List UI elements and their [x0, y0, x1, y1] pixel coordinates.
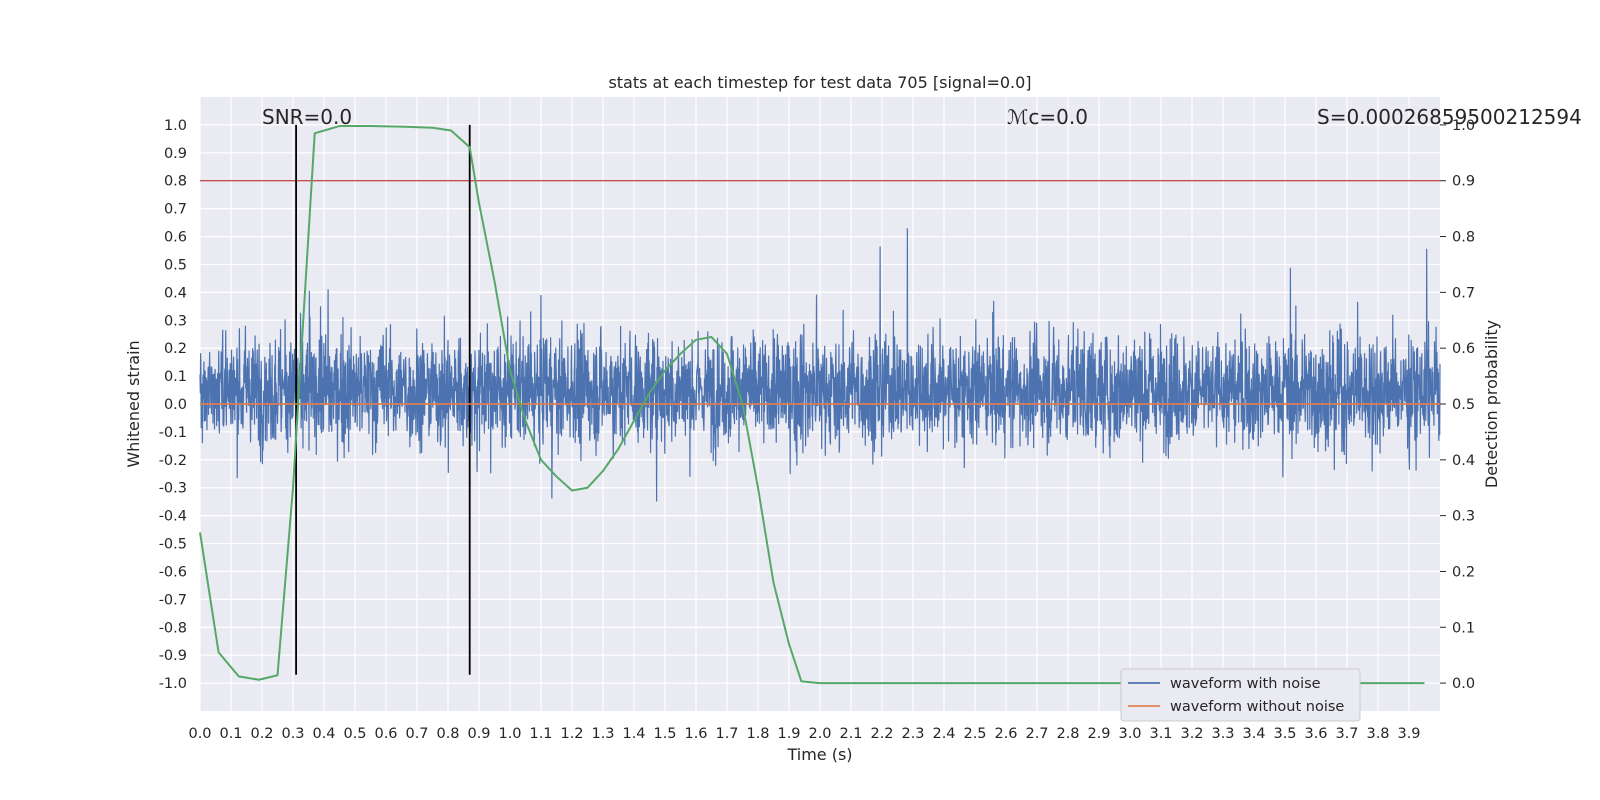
x-tick-label: 2.4 — [932, 726, 955, 742]
x-tick-label: 1.1 — [529, 726, 552, 742]
x-tick-label: 0.4 — [312, 726, 335, 742]
y-tick-labels: 1.0 0.9 0.8 0.7 0.6 0.5 0.4 0.3 0.2 0.1 0.0 -0.1 -0.… — [159, 118, 187, 692]
y-tick-label: -0.5 — [159, 537, 187, 553]
x-tick-label: 0.9 — [467, 726, 490, 742]
y-tick-label: 0.1 — [164, 369, 187, 385]
y-right-tick-labels: 1.0 0.9 0.8 0.7 0.6 0.5 0.4 0.3 0.2 0.1 0.0 — [1440, 118, 1475, 692]
y-tick-label: 0.7 — [164, 202, 187, 218]
y-tick-label: 0.5 — [164, 257, 187, 273]
x-tick-label: 3.4 — [1242, 726, 1265, 742]
x-tick-label: 0.8 — [436, 726, 459, 742]
y-tick-label: -0.2 — [159, 453, 187, 469]
x-tick-label: 1.4 — [622, 726, 645, 742]
y-right-tick-label: 0.7 — [1452, 285, 1475, 301]
y-tick-label: -0.3 — [159, 481, 187, 497]
legend-label-clean: waveform without noise — [1170, 699, 1344, 715]
x-tick-label: 1.9 — [777, 726, 800, 742]
x-tick-label: 2.8 — [1056, 726, 1079, 742]
y-tick-label: -0.1 — [159, 425, 187, 441]
chirp-mass-annotation: ℳc=0.0 — [1007, 105, 1088, 129]
chart-title: stats at each timestep for test data 705… — [608, 73, 1031, 92]
y-right-tick-label: 0.2 — [1452, 564, 1475, 580]
y-tick-label: 0.8 — [164, 174, 187, 190]
x-tick-label: 1.2 — [560, 726, 583, 742]
x-tick-label: 1.0 — [498, 726, 521, 742]
series-line-waveform-with-noise — [199, 228, 1441, 502]
legend-box — [1120, 668, 1361, 722]
y-right-tick-label: 0.5 — [1452, 397, 1475, 413]
y-right-tick-label: 0.8 — [1452, 230, 1475, 246]
y-tick-label: -0.4 — [159, 509, 187, 525]
legend: waveform with noise waveform without noi… — [1120, 668, 1361, 722]
x-tick-label: 3.8 — [1366, 726, 1389, 742]
y-tick-label: 0.3 — [164, 313, 187, 329]
y-tick-label: -0.9 — [159, 648, 187, 664]
series-line-detection-probability — [199, 125, 1425, 685]
x-tick-label: 3.3 — [1211, 726, 1234, 742]
y-right-tick-label: 1.0 — [1452, 118, 1475, 134]
legend-label-noise: waveform with noise — [1170, 676, 1321, 692]
x-tick-label: 0.3 — [281, 726, 304, 742]
y-right-tick-label: 0.0 — [1452, 676, 1475, 692]
y-right-tick-label: 0.3 — [1452, 509, 1475, 525]
y-right-tick-label: 0.4 — [1452, 453, 1475, 469]
x-tick-label: 3.6 — [1304, 726, 1327, 742]
x-tick-label: 3.9 — [1397, 726, 1420, 742]
y-tick-label: 0.9 — [164, 146, 187, 162]
y-right-axis-label: Detection probability — [1482, 320, 1501, 488]
x-tick-label: 2.3 — [901, 726, 924, 742]
x-tick-label: 3.0 — [1118, 726, 1141, 742]
x-tick-label: 3.1 — [1149, 726, 1172, 742]
x-tick-label: 2.6 — [994, 726, 1017, 742]
x-tick-label: 2.9 — [1087, 726, 1110, 742]
y-tick-label: -0.6 — [159, 564, 187, 580]
x-tick-label: 0.5 — [343, 726, 366, 742]
y-tick-label: -0.8 — [159, 620, 187, 636]
x-tick-label: 0.6 — [374, 726, 397, 742]
x-tick-label: 1.5 — [653, 726, 676, 742]
x-tick-label: 3.2 — [1180, 726, 1203, 742]
x-tick-label: 0.7 — [405, 726, 428, 742]
y-tick-label: 0.6 — [164, 230, 187, 246]
x-tick-label: 2.5 — [963, 726, 986, 742]
x-tick-label: 3.5 — [1273, 726, 1296, 742]
y-tick-label: 0.2 — [164, 341, 187, 357]
y-tick-label: 0.0 — [164, 397, 187, 413]
x-tick-label: 0.2 — [250, 726, 273, 742]
y-right-tick-label: 0.9 — [1452, 174, 1475, 190]
x-tick-label: 1.8 — [746, 726, 769, 742]
y-tick-label: 0.4 — [164, 285, 187, 301]
x-tick-labels: 0.0 0.1 0.2 0.3 0.4 0.5 0.6 0.7 0.8 0.9 1.0 1.1 1.2 1… — [188, 726, 1420, 742]
x-tick-label: 3.7 — [1335, 726, 1358, 742]
x-tick-label: 0.1 — [219, 726, 242, 742]
y-tick-label: -0.7 — [159, 592, 187, 608]
x-tick-label: 0.0 — [188, 726, 211, 742]
snr-annotation: SNR=0.0 — [262, 105, 352, 129]
score-annotation: S=0.00026859500212594 — [1317, 105, 1582, 129]
noise-waveform-layer — [199, 228, 1441, 502]
y-tick-label: -1.0 — [159, 676, 187, 692]
x-tick-label: 2.1 — [839, 726, 862, 742]
y-right-tick-label: 0.1 — [1452, 620, 1475, 636]
y-axis-label: Whitened strain — [124, 340, 143, 467]
x-tick-label: 2.2 — [870, 726, 893, 742]
x-tick-label: 1.6 — [684, 726, 707, 742]
x-tick-label: 2.0 — [808, 726, 831, 742]
x-tick-label: 1.7 — [715, 726, 738, 742]
x-tick-label: 1.3 — [591, 726, 614, 742]
x-axis-label: Time (s) — [786, 745, 852, 764]
y-right-tick-label: 0.6 — [1452, 341, 1475, 357]
x-tick-label: 2.7 — [1025, 726, 1048, 742]
y-tick-label: 1.0 — [164, 118, 187, 134]
